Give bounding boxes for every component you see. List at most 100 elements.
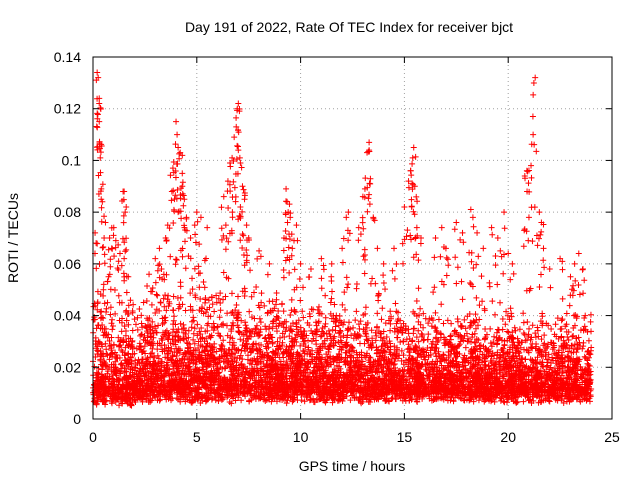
data-point — [138, 320, 145, 327]
data-point — [105, 376, 112, 383]
data-point — [222, 293, 229, 300]
data-point — [190, 336, 197, 343]
data-point — [224, 332, 231, 339]
data-point — [378, 316, 385, 323]
data-point — [121, 384, 128, 391]
data-point — [134, 326, 141, 333]
data-point — [169, 307, 176, 314]
data-point — [382, 320, 389, 327]
data-point — [102, 383, 109, 390]
data-point — [93, 401, 100, 408]
data-point — [122, 327, 129, 334]
data-point — [139, 377, 146, 384]
data-point — [392, 300, 399, 307]
data-point — [119, 362, 126, 369]
data-point — [253, 284, 260, 291]
data-point — [103, 346, 110, 353]
data-point — [159, 337, 166, 344]
data-point — [538, 336, 545, 343]
data-point — [115, 334, 122, 341]
data-point — [211, 308, 218, 315]
data-point — [99, 379, 106, 386]
data-point — [102, 340, 109, 347]
data-point — [116, 342, 123, 349]
data-point — [458, 323, 465, 330]
data-point — [472, 311, 479, 318]
data-point — [190, 314, 197, 321]
data-point — [107, 311, 114, 318]
data-point — [123, 389, 130, 396]
data-point — [234, 293, 241, 300]
data-point — [195, 344, 202, 351]
data-point — [101, 300, 108, 307]
data-point — [239, 356, 246, 363]
data-point — [98, 376, 105, 383]
data-point — [108, 400, 115, 407]
data-points — [90, 69, 595, 409]
data-point — [379, 305, 386, 312]
data-point — [125, 302, 132, 309]
data-point — [322, 314, 329, 321]
data-point — [129, 327, 136, 334]
data-point — [197, 295, 204, 302]
data-point — [329, 326, 336, 333]
data-point — [97, 347, 104, 354]
data-point — [130, 390, 137, 397]
data-point — [112, 353, 119, 360]
data-point — [165, 292, 172, 299]
data-point — [275, 307, 282, 314]
data-point — [526, 325, 533, 332]
data-point — [116, 317, 123, 324]
data-point — [342, 306, 349, 313]
data-point — [315, 303, 322, 310]
data-point — [587, 311, 594, 318]
data-point — [100, 397, 107, 404]
data-point — [227, 334, 234, 341]
data-point — [174, 295, 181, 302]
data-point — [213, 299, 220, 306]
data-point — [462, 344, 469, 351]
data-point — [190, 330, 197, 337]
data-point — [109, 380, 116, 387]
data-point — [130, 373, 137, 380]
data-point — [119, 381, 126, 388]
data-point — [91, 381, 98, 388]
data-point — [387, 320, 394, 327]
data-point — [136, 346, 143, 353]
data-point — [112, 364, 119, 371]
data-point — [108, 361, 115, 368]
data-point — [353, 308, 360, 315]
data-point — [109, 390, 116, 397]
data-point — [435, 316, 442, 323]
data-point — [188, 324, 195, 331]
data-point — [135, 381, 142, 388]
data-point — [138, 360, 145, 367]
data-point — [502, 321, 509, 328]
data-point — [127, 365, 134, 372]
data-point — [328, 295, 335, 302]
data-point — [131, 316, 138, 323]
data-point — [161, 303, 168, 310]
data-point — [291, 308, 298, 315]
data-point — [136, 340, 143, 347]
data-point — [132, 386, 139, 393]
data-point — [91, 388, 98, 395]
data-point — [154, 292, 161, 299]
data-point — [209, 301, 216, 308]
data-point — [122, 344, 129, 351]
data-point — [129, 345, 136, 352]
data-point — [294, 397, 301, 404]
data-point — [134, 314, 141, 321]
data-point — [237, 336, 244, 343]
data-point — [138, 312, 145, 319]
data-point — [549, 346, 556, 353]
data-point — [115, 292, 122, 299]
data-point — [123, 397, 130, 404]
data-point — [287, 311, 294, 318]
data-point — [98, 308, 105, 315]
data-point — [136, 372, 143, 379]
data-point — [273, 328, 280, 335]
data-point — [121, 349, 128, 356]
data-point — [118, 386, 125, 393]
